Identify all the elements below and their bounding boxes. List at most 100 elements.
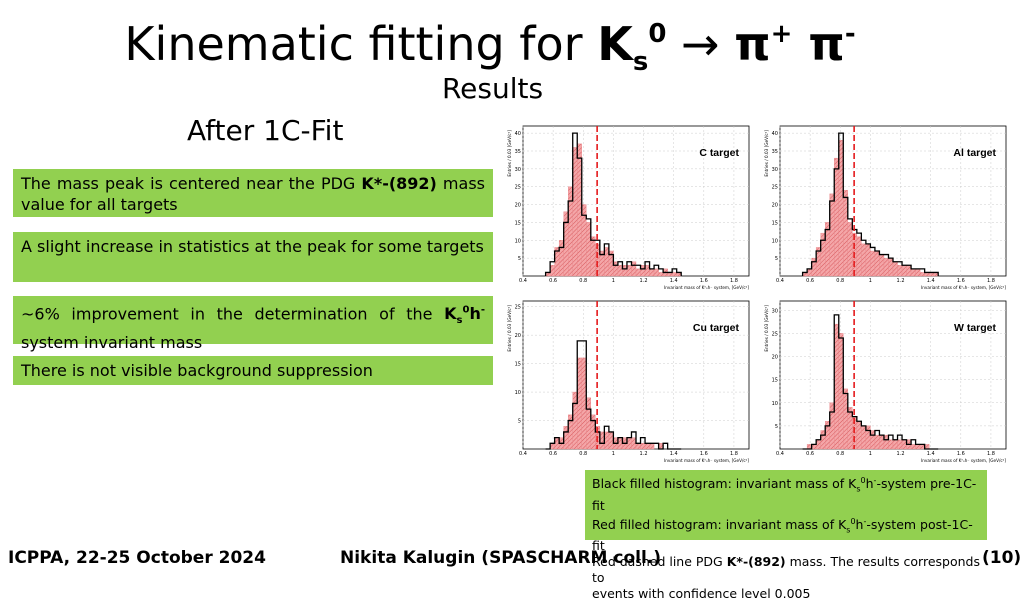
x-tick-label: 0.8 (836, 278, 844, 284)
post-fit-bar (888, 257, 894, 277)
post-fit-bar (658, 443, 664, 450)
post-fit-bar (649, 443, 655, 450)
post-fit-bar (631, 437, 637, 450)
footer-author: Nikita Kalugin (SPASCHARM coll.) (340, 548, 662, 568)
bullet-box-4: There is not visible background suppress… (13, 356, 493, 385)
y-tick-label: 20 (772, 203, 778, 209)
post-fit-bar (577, 357, 582, 450)
x-tick-label: 1.4 (670, 451, 678, 457)
x-tick-label: 1.4 (927, 278, 935, 284)
x-tick-label: 1.6 (700, 278, 708, 284)
x-tick-label: 1 (869, 278, 872, 284)
post-fit-bar (919, 272, 925, 277)
histogram-title: Cu target (693, 322, 740, 334)
histogram-panel-al: 5 10 15 20 25 30 35 40 0.4 0.6 0.8 1 1.2 1.4 1.6 1.8 Al … (762, 122, 1012, 290)
post-fit-bar (838, 333, 844, 450)
y-tick-label: 25 (772, 331, 778, 337)
x-tick-label: 0.8 (579, 451, 587, 457)
bullet-3-text-end: system invariant mass (21, 332, 203, 352)
x-tick-label: 0.4 (519, 278, 527, 284)
x-tick-label: 1.6 (957, 451, 965, 457)
x-tick-label: 0.4 (776, 451, 784, 457)
post-fit-bar (919, 444, 925, 450)
y-axis-label: Entries / 0.03 [GeV/c²] (507, 130, 512, 177)
post-fit-bar (626, 437, 632, 450)
post-fit-bar (829, 402, 835, 450)
y-tick-label: 15 (515, 220, 521, 226)
histogram-panel-w: 5 10 15 20 25 30 0.4 0.6 0.8 1 1.2 1.4 1.6 1.8 W targe… (762, 297, 1012, 463)
post-fit-bar (563, 211, 569, 277)
y-tick-label: 25 (515, 185, 521, 191)
y-tick-label: 20 (515, 203, 521, 209)
x-tick-label: 1 (869, 451, 872, 457)
post-fit-bar (825, 222, 830, 277)
y-tick-label: 25 (772, 185, 778, 191)
y-tick-label: 30 (515, 167, 521, 173)
x-tick-label: 1.6 (700, 451, 708, 457)
x-axis-label: Invariant mass of K⁰ₛh⁻ system, [GeV/c²] (921, 458, 1006, 463)
bullet-box-2: A slight increase in statistics at the p… (13, 232, 493, 282)
post-fit-bar (631, 261, 637, 277)
post-fit-bar (604, 247, 610, 277)
bullet-1-text: The mass peak is centered near the PDG (21, 174, 362, 193)
post-fit-bar (811, 257, 817, 277)
after-fit-heading: After 1C-Fit (187, 114, 344, 147)
post-fit-bar (671, 272, 677, 277)
y-axis-label: Entries / 0.03 [GeV/c²] (764, 130, 769, 177)
legend-line-1-end: -system pre-1C-fit (592, 476, 977, 513)
post-fit-bar (815, 439, 821, 450)
post-fit-bar (901, 265, 907, 277)
title-k-sup: 0 (648, 19, 667, 49)
x-tick-label: 1.2 (897, 278, 905, 284)
post-fit-bar (608, 431, 614, 450)
post-fit-bar (874, 434, 880, 450)
y-tick-label: 15 (772, 220, 778, 226)
bullet-box-1: The mass peak is centered near the PDG K… (13, 169, 493, 217)
post-fit-bar (834, 157, 839, 277)
post-fit-bar (640, 265, 646, 277)
y-tick-label: 30 (772, 308, 778, 314)
post-fit-bar (581, 357, 587, 450)
subtitle: Results (441, 72, 544, 105)
y-tick-label: 35 (772, 149, 778, 155)
legend-line-2: Red filled histogram: invariant mass of … (592, 516, 847, 532)
y-tick-label: 10 (772, 238, 778, 244)
x-tick-label: 0.6 (549, 451, 557, 457)
pre-fit-histogram (544, 132, 682, 276)
x-axis-label: Invariant mass of K⁰ₛh⁻ system, [GeV/c²] (664, 458, 749, 463)
post-fit-bar (815, 247, 821, 277)
pre-fit-histogram (802, 314, 939, 450)
post-fit-bar (897, 439, 903, 450)
post-fit-bar (820, 232, 826, 277)
histogram-panel-cu: 5 10 15 20 25 0.4 0.6 0.8 1 1.2 1.4 1.6 1.8 Cu target… (505, 297, 755, 463)
x-tick-label: 1.6 (957, 278, 965, 284)
x-tick-label: 1.8 (730, 451, 738, 457)
post-fit-bar (617, 265, 623, 277)
post-fit-bar (806, 444, 812, 450)
post-fit-bar (879, 434, 885, 450)
post-fit-bar (599, 431, 605, 450)
bullet-2-text: A slight increase in statistics at the p… (21, 237, 484, 256)
bullet-box-3: ~6% improvement in the determination of … (13, 296, 493, 352)
y-tick-label: 5 (518, 256, 521, 262)
post-fit-bar (883, 434, 889, 450)
y-tick-label: 15 (772, 378, 778, 384)
title-pi-plus: π (734, 17, 771, 71)
title-text: Kinematic fitting for (124, 17, 598, 71)
x-tick-label: 1.8 (987, 278, 995, 284)
x-tick-label: 1.2 (640, 278, 648, 284)
post-fit-bar (883, 257, 889, 277)
y-tick-label: 5 (775, 256, 778, 262)
post-fit-bar (572, 391, 578, 450)
legend-line-2-end: -system post-1C-fit (592, 516, 973, 554)
post-fit-bar (590, 236, 596, 277)
x-tick-label: 0.8 (836, 451, 844, 457)
title-k-sub: s (632, 47, 649, 77)
post-fit-bar (549, 443, 555, 450)
histogram-cu-target: 5 10 15 20 25 0.4 0.6 0.8 1 1.2 1.4 1.6 1.8 Cu target… (507, 300, 750, 463)
plot-frame (522, 300, 750, 450)
post-fit-bar (870, 250, 876, 277)
bullet-1-text-end: mass value for all targets (21, 174, 485, 214)
y-tick-label: 40 (772, 131, 778, 137)
post-fit-bar (879, 254, 885, 277)
